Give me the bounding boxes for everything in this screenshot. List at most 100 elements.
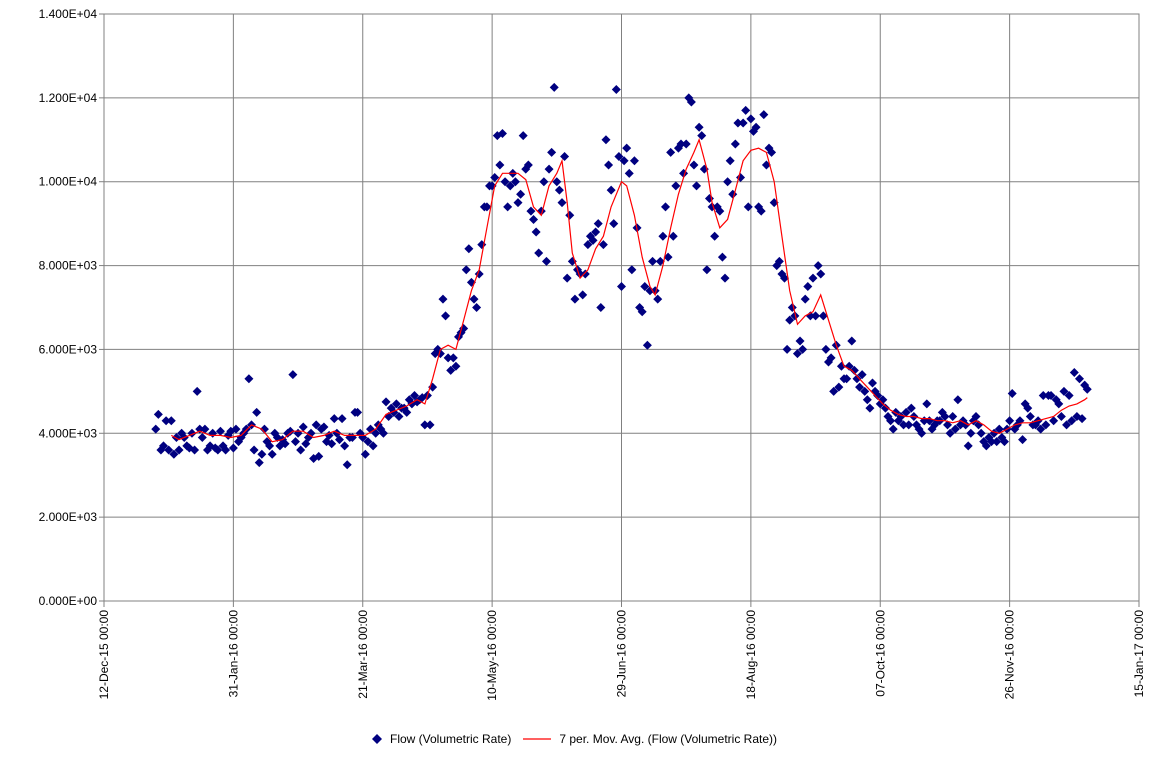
flow-data-point bbox=[441, 311, 451, 321]
y-tick-label: 8.000E+03 bbox=[39, 259, 98, 273]
flow-data-point bbox=[293, 428, 303, 438]
flow-data-point bbox=[549, 82, 559, 92]
flow-data-point bbox=[544, 164, 554, 174]
flow-data-point bbox=[940, 412, 950, 422]
flow-data-point bbox=[500, 177, 510, 187]
flow-data-point bbox=[694, 122, 704, 132]
flow-data-point bbox=[751, 122, 761, 132]
flow-data-point bbox=[741, 105, 751, 115]
flow-data-point bbox=[653, 294, 663, 304]
flow-data-point bbox=[622, 143, 632, 153]
flow-data-point bbox=[174, 445, 184, 455]
flow-data-point bbox=[353, 407, 363, 417]
flow-data-point bbox=[451, 361, 461, 371]
flow-data-point bbox=[689, 160, 699, 170]
flow-data-point bbox=[963, 441, 973, 451]
flow-data-point bbox=[200, 424, 210, 434]
y-axis: 0.000E+00 2.000E+03 4.000E+03 6.000E+03 8.00… bbox=[39, 7, 104, 608]
flow-data-point bbox=[702, 265, 712, 275]
x-tick-label: 21-Mar-16 00:00 bbox=[356, 610, 370, 699]
flow-data-point bbox=[254, 458, 264, 468]
flow-data-point bbox=[153, 409, 163, 419]
flow-data-point bbox=[578, 290, 588, 300]
flow-data-point bbox=[1036, 424, 1046, 434]
flow-data-point bbox=[306, 428, 316, 438]
flow-data-point bbox=[534, 248, 544, 258]
flow-data-point bbox=[169, 449, 179, 459]
flow-data-point bbox=[666, 147, 676, 157]
flow-data-point bbox=[624, 168, 634, 178]
flow-data-point bbox=[241, 424, 251, 434]
flow-data-point bbox=[1007, 388, 1017, 398]
flow-data-point bbox=[648, 256, 658, 266]
flow-data-point bbox=[785, 315, 795, 325]
flow-data-point bbox=[288, 370, 298, 380]
flow-data-point bbox=[945, 428, 955, 438]
flow-data-point bbox=[327, 439, 337, 449]
flow-data-point bbox=[808, 273, 818, 283]
flow-data-point bbox=[314, 451, 324, 461]
flow-data-point bbox=[197, 432, 207, 442]
flow-data-point bbox=[604, 160, 614, 170]
flow-data-point bbox=[1054, 399, 1064, 409]
flow-data-point bbox=[829, 386, 839, 396]
flow-data-point bbox=[208, 428, 218, 438]
flow-data-point bbox=[1067, 416, 1077, 426]
flow-data-point bbox=[280, 439, 290, 449]
flow-data-point bbox=[668, 231, 678, 241]
flow-data-point bbox=[811, 311, 821, 321]
flow-data-point bbox=[759, 110, 769, 120]
x-tick-label: 18-Aug-16 00:00 bbox=[744, 610, 758, 700]
flow-data-point bbox=[161, 416, 171, 426]
flow-data-point bbox=[391, 399, 401, 409]
flow-data-point bbox=[1062, 420, 1072, 430]
flow-data-point bbox=[733, 118, 743, 128]
flow-data-point bbox=[609, 219, 619, 229]
flow-data-point bbox=[1059, 386, 1069, 396]
flow-data-point bbox=[363, 437, 373, 447]
y-tick-label: 0.000E+00 bbox=[39, 594, 98, 608]
flow-data-point bbox=[795, 336, 805, 346]
y-tick-label: 6.000E+03 bbox=[39, 342, 98, 356]
flow-data-point bbox=[166, 416, 176, 426]
flow-data-point bbox=[340, 441, 350, 451]
flow-data-point bbox=[378, 428, 388, 438]
flow-data-point bbox=[790, 311, 800, 321]
flow-data-point bbox=[686, 97, 696, 107]
flow-data-point bbox=[617, 282, 626, 292]
flow-data-point bbox=[655, 256, 665, 266]
flow-data-point bbox=[446, 365, 456, 375]
flow-data-point bbox=[886, 416, 896, 426]
flow-data-point bbox=[943, 420, 953, 430]
flow-data-point bbox=[792, 349, 802, 359]
flow-data-point bbox=[570, 294, 580, 304]
flow-data-point bbox=[565, 210, 575, 220]
flow-data-point bbox=[901, 407, 911, 417]
flow-data-point bbox=[215, 426, 225, 436]
flow-data-point bbox=[720, 273, 730, 283]
line-marker-icon bbox=[523, 738, 552, 740]
flow-data-point bbox=[1005, 416, 1015, 426]
flow-data-point bbox=[541, 256, 551, 266]
flow-data-point bbox=[557, 198, 567, 208]
flow-data-point bbox=[849, 365, 859, 375]
flow-data-point bbox=[821, 344, 831, 354]
flow-data-point bbox=[611, 84, 621, 94]
flow-data-point bbox=[676, 139, 686, 149]
y-tick-label: 4.000E+03 bbox=[39, 426, 98, 440]
x-tick-label: 31-Jan-16 00:00 bbox=[226, 610, 240, 698]
flow-data-point bbox=[213, 445, 223, 455]
y-tick-label: 2.000E+03 bbox=[39, 510, 98, 524]
flow-data-point bbox=[1082, 384, 1092, 394]
flow-data-point bbox=[394, 412, 404, 422]
flow-data-point bbox=[671, 181, 681, 191]
flow-data-point bbox=[529, 214, 539, 224]
x-axis: 12-Dec-15 00:00 31-Jan-16 00:00 21-Mar-16 … bbox=[97, 601, 1146, 701]
flow-data-point bbox=[461, 265, 471, 275]
flow-data-point bbox=[834, 382, 844, 392]
flow-data-point bbox=[192, 386, 202, 396]
flow-data-point bbox=[1018, 435, 1028, 445]
flow-data-point bbox=[1056, 412, 1066, 422]
flow-data-point bbox=[259, 424, 269, 434]
